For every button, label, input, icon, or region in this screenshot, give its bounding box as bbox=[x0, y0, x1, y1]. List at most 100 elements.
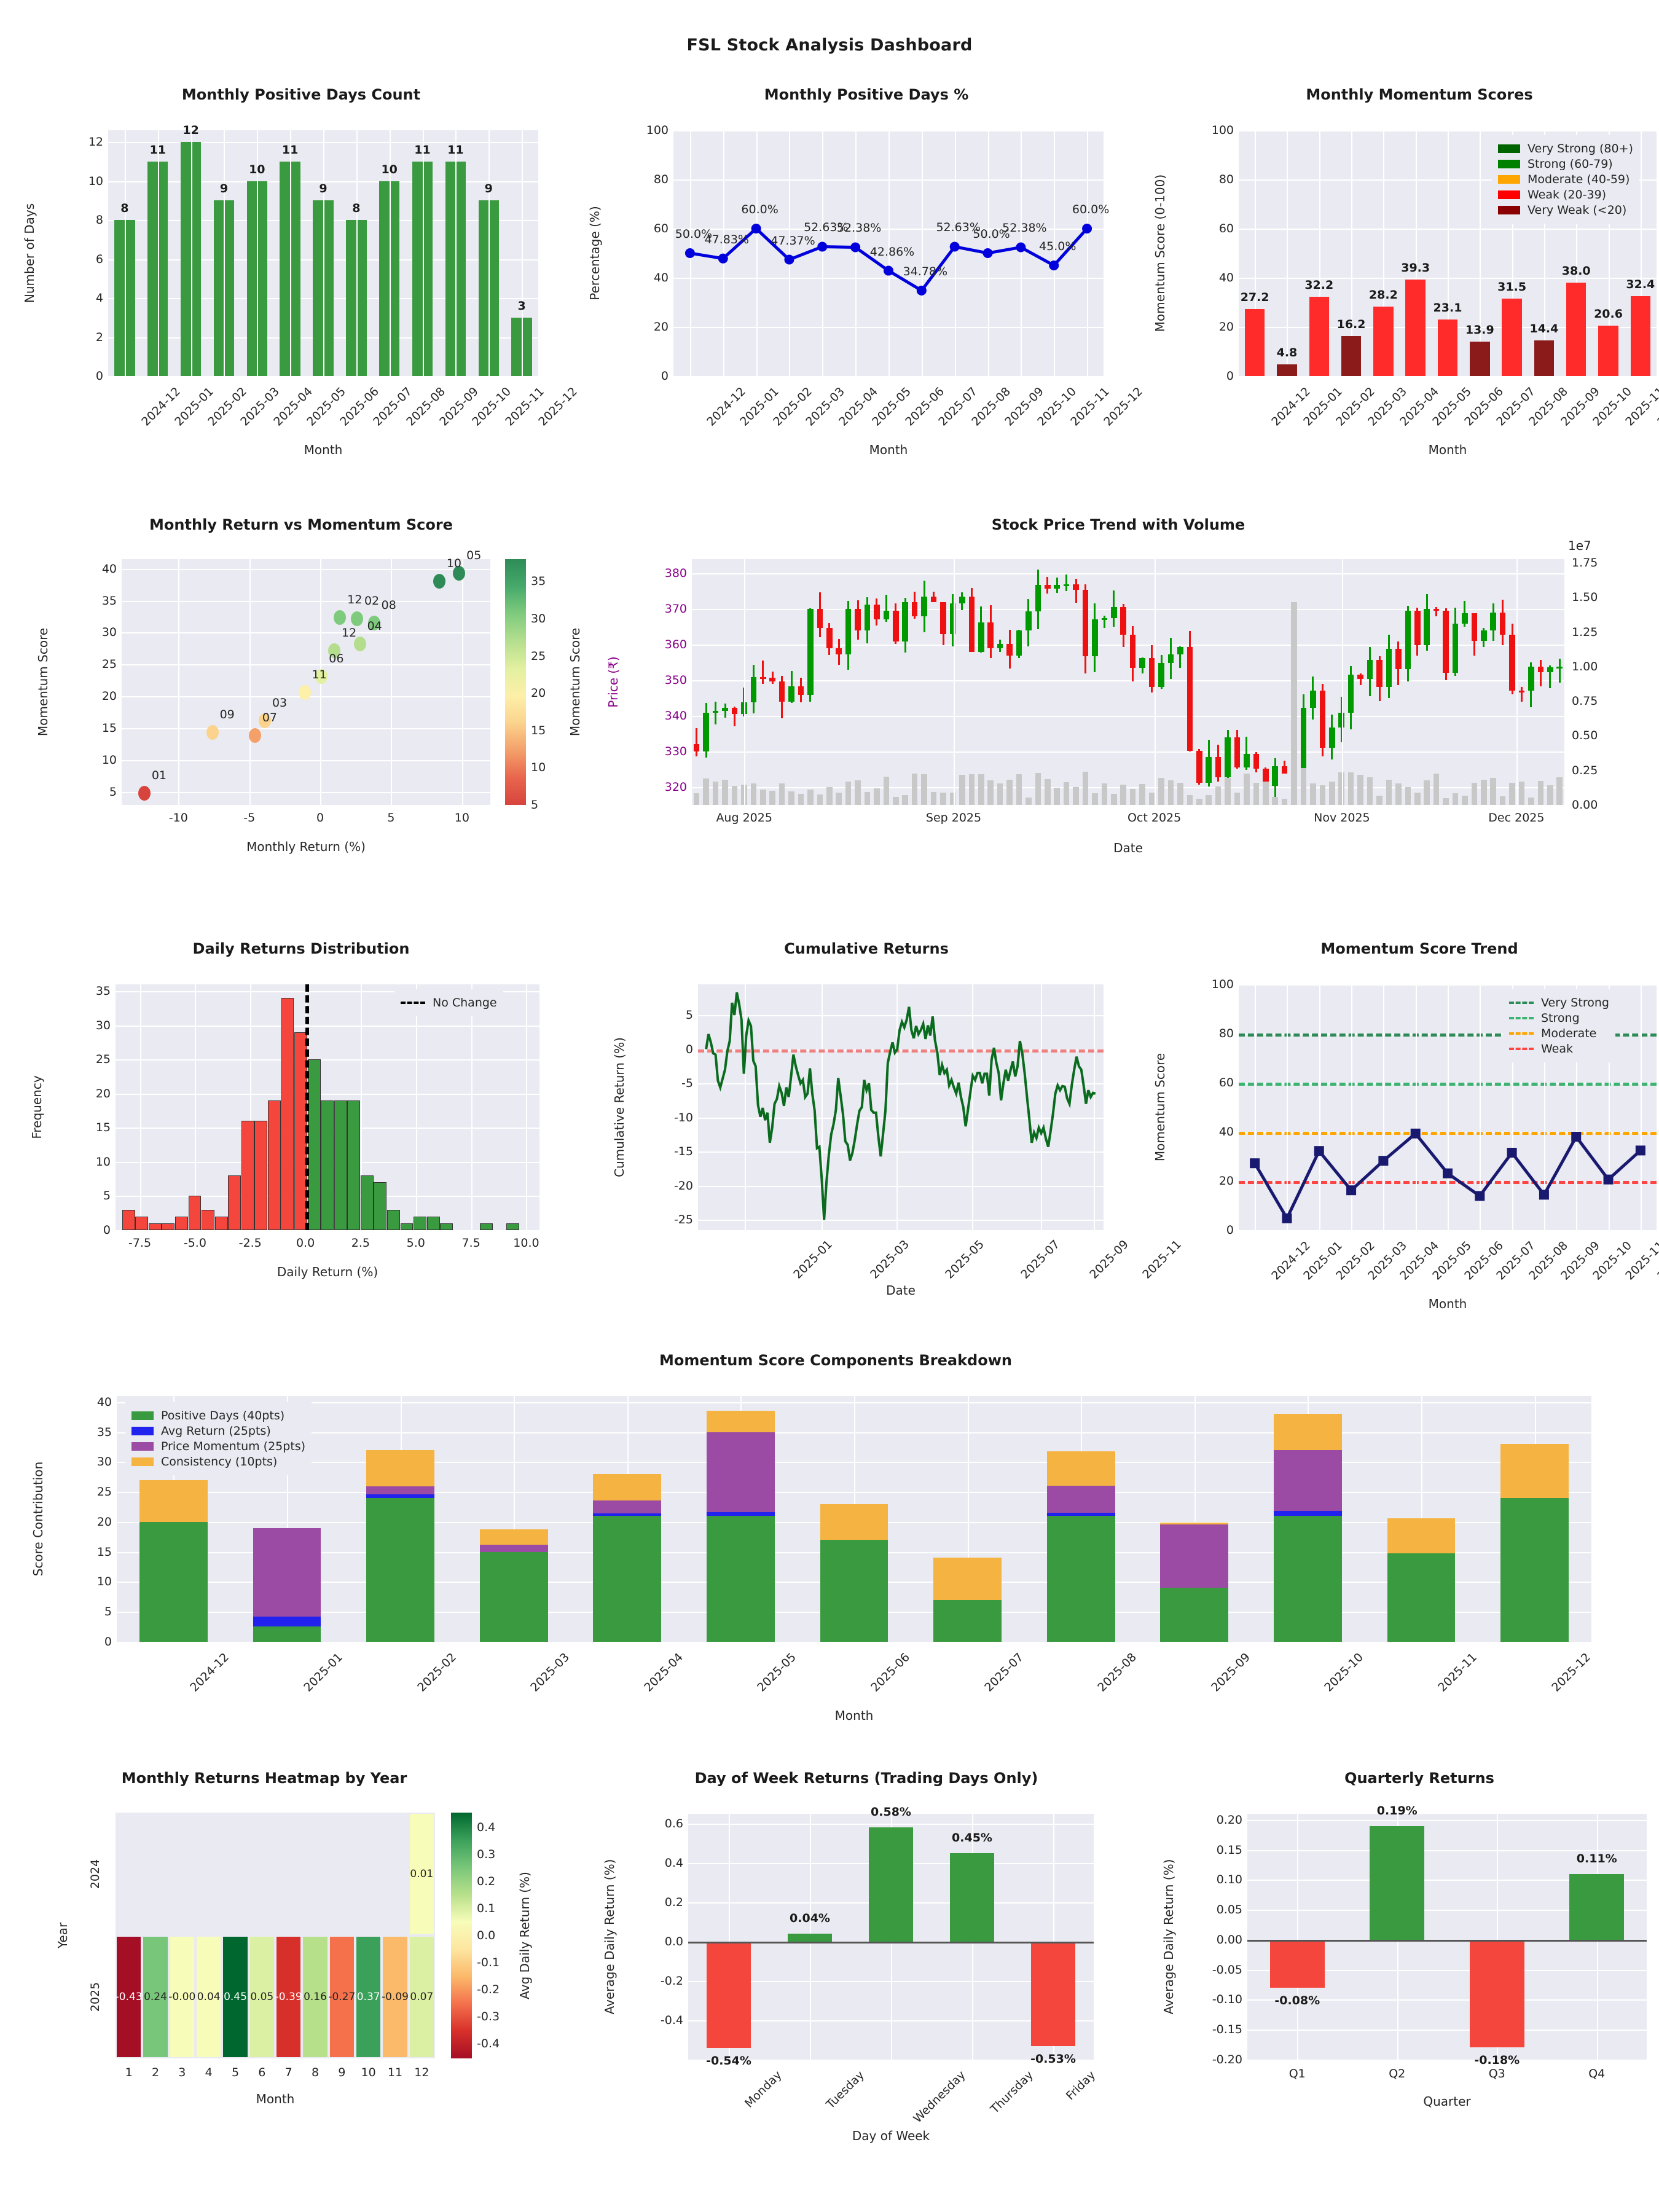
x-axis-tick: 2025-05 bbox=[755, 1650, 799, 1695]
x-axis-tick: 4 bbox=[205, 2066, 213, 2079]
chart-title: Daily Returns Distribution bbox=[192, 940, 410, 957]
point-label: 06 bbox=[329, 652, 344, 666]
zero-line bbox=[1247, 1939, 1647, 1942]
gridline bbox=[286, 1396, 288, 1642]
bar-value-label: 10 bbox=[249, 162, 265, 176]
candle-wick bbox=[1521, 686, 1523, 702]
volume-bar bbox=[703, 778, 709, 805]
histogram-bar bbox=[281, 998, 294, 1230]
x-axis-label: Month bbox=[1428, 442, 1467, 457]
chart-title: Monthly Returns Heatmap by Year bbox=[121, 1770, 407, 1787]
gridline bbox=[122, 664, 490, 666]
x-axis-label: Month bbox=[834, 1708, 874, 1723]
bar bbox=[346, 220, 367, 376]
candle-body bbox=[1424, 609, 1430, 645]
volume-bar bbox=[940, 792, 946, 805]
bar-value-label: -0.53% bbox=[1030, 2052, 1076, 2066]
volume-bar bbox=[779, 783, 785, 805]
x-axis-tick: Q3 bbox=[1488, 2067, 1505, 2081]
y-axis-tick: 20 bbox=[653, 320, 669, 334]
bar-value-label: 4.8 bbox=[1276, 345, 1298, 359]
heatmap-value: -0.39 bbox=[275, 1991, 302, 2003]
volume-bar bbox=[1462, 795, 1468, 805]
gridline bbox=[360, 984, 362, 1230]
heatmap-value: 0.45 bbox=[224, 1991, 247, 2003]
volume-bar bbox=[1509, 783, 1515, 805]
y-axis-tick: 4 bbox=[95, 291, 103, 305]
y-axis-tick: 0 bbox=[1226, 1223, 1234, 1237]
volume-axis-tick: 1.75 bbox=[1572, 556, 1598, 570]
volume-bar bbox=[1395, 783, 1402, 805]
point-label: 12 bbox=[347, 592, 363, 606]
gridline bbox=[1247, 1999, 1647, 2001]
gridline bbox=[290, 130, 292, 376]
colorbar-tick: 0.1 bbox=[477, 1902, 496, 1915]
legend-label: Weak bbox=[1541, 1042, 1574, 1056]
colorbar bbox=[451, 1813, 472, 2058]
candle-body bbox=[1045, 584, 1051, 589]
x-axis-tick: 12 bbox=[414, 2066, 429, 2079]
x-axis-tick: 1 bbox=[125, 2066, 133, 2079]
x-axis-tick: 2025-07 bbox=[981, 1650, 1026, 1695]
gridline bbox=[954, 559, 955, 805]
candle-body bbox=[1244, 754, 1250, 767]
bar-value-label: 31.5 bbox=[1497, 280, 1527, 294]
bar-value-label: 39.3 bbox=[1401, 261, 1430, 275]
legend-label: Strong (60-79) bbox=[1528, 157, 1613, 171]
point-value-label: 52.63% bbox=[936, 221, 981, 235]
y-axis-tick: 5 bbox=[103, 1189, 111, 1203]
scatter-point bbox=[206, 724, 219, 740]
gridline bbox=[698, 1117, 1104, 1119]
y-axis-label: Average Daily Return (%) bbox=[1161, 1859, 1176, 2015]
candle-body bbox=[817, 609, 823, 629]
x-axis-tick: Dec 2025 bbox=[1488, 811, 1545, 825]
x-axis-tick: Monday bbox=[742, 2068, 785, 2111]
heatmap-cell bbox=[329, 1937, 354, 2057]
gridline bbox=[1640, 130, 1642, 376]
scatter-point bbox=[298, 685, 311, 700]
bar bbox=[1630, 296, 1651, 376]
volume-bar bbox=[1433, 774, 1440, 805]
x-axis-tick: 2025-10 bbox=[1322, 1650, 1367, 1695]
volume-bar bbox=[1310, 783, 1316, 805]
volume-bar bbox=[1215, 786, 1222, 805]
bar-value-label: 10 bbox=[381, 162, 398, 176]
candle-body bbox=[1319, 691, 1326, 748]
y-axis-tick: 20 bbox=[95, 1086, 111, 1100]
histogram-bar bbox=[228, 1175, 241, 1230]
volume-bar bbox=[712, 782, 719, 805]
x-axis-tick: Nov 2025 bbox=[1314, 811, 1370, 825]
scatter-point bbox=[248, 728, 261, 743]
candle-body bbox=[949, 603, 956, 634]
gridline bbox=[1319, 130, 1320, 376]
candle-body bbox=[1215, 756, 1222, 777]
gridline bbox=[389, 130, 391, 376]
x-axis-tick: 2025-01 bbox=[791, 1237, 835, 1282]
legend: Positive Days (40pts) Avg Return (25pts) P… bbox=[125, 1402, 312, 1475]
gridline bbox=[356, 130, 358, 376]
volume-bar bbox=[1518, 782, 1525, 805]
plot-area: 0.01 -0.43 0.24 -0.00 0.04 0.45 0.05 -0.39 0.16-… bbox=[116, 1813, 435, 2058]
candle-body bbox=[845, 609, 852, 654]
x-axis-label: Monthly Return (%) bbox=[246, 839, 366, 854]
gridline bbox=[822, 984, 823, 1230]
gridline bbox=[1087, 130, 1089, 376]
bar-value-label: 8 bbox=[352, 202, 361, 216]
volume-bar bbox=[1177, 782, 1183, 805]
candle-body bbox=[1443, 610, 1449, 673]
volume-bar bbox=[1347, 772, 1354, 805]
volume-bar bbox=[807, 789, 814, 805]
volume-bar bbox=[978, 774, 984, 805]
heatmap-value: 0.24 bbox=[144, 1991, 167, 2003]
gridline bbox=[1287, 984, 1288, 1230]
point-label: 10 bbox=[446, 557, 462, 571]
chart-title: Day of Week Returns (Trading Days Only) bbox=[694, 1770, 1038, 1787]
candle-body bbox=[987, 622, 994, 648]
y-axis-tick: 35 bbox=[101, 594, 117, 608]
volume-bar bbox=[949, 792, 956, 805]
bar-value-label: -0.08% bbox=[1274, 1993, 1320, 2007]
gridline bbox=[692, 716, 1564, 718]
candle-body bbox=[1310, 691, 1316, 708]
momentum-line bbox=[1250, 1128, 1645, 1223]
y-axis-tick: 10 bbox=[101, 753, 117, 767]
